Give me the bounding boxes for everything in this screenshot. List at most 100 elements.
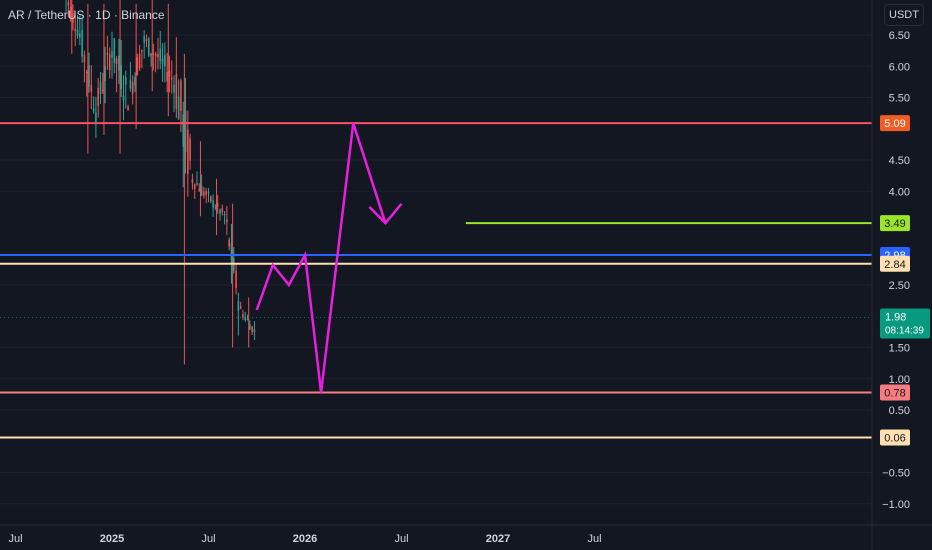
candle-body [159, 48, 162, 62]
candle-body [196, 183, 198, 185]
candle-body [246, 318, 249, 320]
candle-body [209, 196, 212, 202]
candle-body [251, 326, 253, 333]
candle-body [115, 58, 118, 64]
candle-body [141, 49, 143, 52]
currency-button[interactable]: USDT [884, 4, 924, 26]
y-tick-label: 4.50 [889, 155, 910, 167]
candle-body [150, 53, 152, 57]
candle-body [106, 53, 109, 55]
candle-body [143, 35, 145, 43]
x-tick-label: Jul [394, 533, 408, 545]
candle-body [200, 185, 203, 196]
x-tick-label: 2026 [293, 533, 317, 545]
candle-body [198, 188, 201, 192]
candle-body [67, 2, 70, 6]
y-tick-label: 1.00 [889, 374, 910, 386]
level-badge-label: 0.78 [884, 388, 905, 400]
candle-body [170, 77, 173, 80]
candle-body [219, 209, 221, 214]
level-badge-label: 3.49 [884, 218, 905, 230]
candle-body [118, 55, 120, 71]
y-tick-label: 2.50 [889, 280, 910, 292]
candle-body [111, 51, 113, 58]
candle-body [205, 190, 208, 195]
y-tick-label: −0.50 [882, 468, 910, 480]
candle-body [228, 239, 230, 247]
y-tick-label: 1.50 [889, 343, 910, 355]
candle-body [232, 258, 235, 272]
candle-body [164, 55, 166, 67]
candle-body [161, 58, 164, 64]
level-badge[interactable] [880, 255, 910, 272]
candle-body [134, 77, 136, 86]
candle-body [102, 90, 104, 92]
y-tick-label: 5.50 [889, 93, 910, 105]
level-badge[interactable] [880, 429, 910, 446]
candle-body [81, 29, 83, 57]
y-tick-label: 6.50 [889, 30, 910, 42]
candle-body [203, 191, 205, 196]
level-badge-label: 5.09 [884, 118, 905, 130]
level-badge-label: 2.84 [884, 259, 905, 271]
candle-body [83, 54, 86, 63]
candle-body [180, 80, 182, 111]
candle-body [127, 106, 129, 111]
level-badge[interactable] [880, 384, 910, 401]
level-badge[interactable] [880, 115, 910, 132]
x-tick-label: Jul [8, 533, 22, 545]
candle-body [187, 129, 189, 174]
candle-body [168, 70, 171, 77]
candle-body [113, 38, 116, 63]
level-badge-label: 0.06 [884, 433, 905, 445]
candle-body [92, 108, 95, 112]
current-price-label: 1.98 [885, 312, 906, 324]
candle-body [85, 72, 88, 74]
candle-body [230, 243, 233, 261]
candle-body [69, 6, 72, 19]
candle-body [154, 54, 157, 57]
candle-body [223, 214, 226, 216]
candle-body [120, 65, 122, 90]
symbol-title[interactable]: AR / TetherUS · 1D · Binance [8, 8, 165, 22]
candle-body [129, 80, 132, 89]
current-price-badge[interactable] [880, 308, 930, 339]
candle-body [138, 53, 141, 69]
y-tick-label: −1.00 [882, 499, 910, 511]
candle-body [191, 179, 194, 183]
candle-body [88, 65, 90, 87]
candle-body [147, 38, 150, 56]
x-tick-label: 2027 [486, 533, 510, 545]
candle-body [221, 207, 224, 213]
candle-body [235, 270, 237, 289]
candle-body [253, 329, 256, 333]
candle-body [242, 313, 244, 318]
candle-body [72, 12, 74, 23]
x-tick-label: Jul [587, 533, 601, 545]
candle-body [124, 77, 127, 85]
bar-countdown: 08:14:39 [885, 326, 924, 337]
x-tick-label: Jul [201, 533, 215, 545]
candle-body [244, 316, 247, 320]
candle-body [173, 84, 175, 93]
candle-body [95, 112, 97, 124]
candle-body [249, 324, 251, 330]
projection-arrowhead [368, 202, 403, 225]
candle-body [136, 57, 139, 76]
y-tick-label: 6.00 [889, 61, 910, 73]
candle-body [122, 95, 125, 101]
candle-body [157, 53, 159, 58]
y-tick-label: 4.00 [889, 186, 910, 198]
level-badge[interactable] [880, 215, 910, 232]
y-tick-label: 0.50 [889, 405, 910, 417]
projection-path[interactable] [255, 122, 387, 393]
candle-body [104, 66, 106, 81]
candle-body [74, 28, 77, 32]
candle-body [97, 87, 100, 107]
candle-body [193, 184, 196, 190]
candle-body [90, 85, 93, 92]
candle-body [216, 203, 219, 207]
candle-body [182, 114, 185, 147]
candle-body [214, 207, 217, 209]
